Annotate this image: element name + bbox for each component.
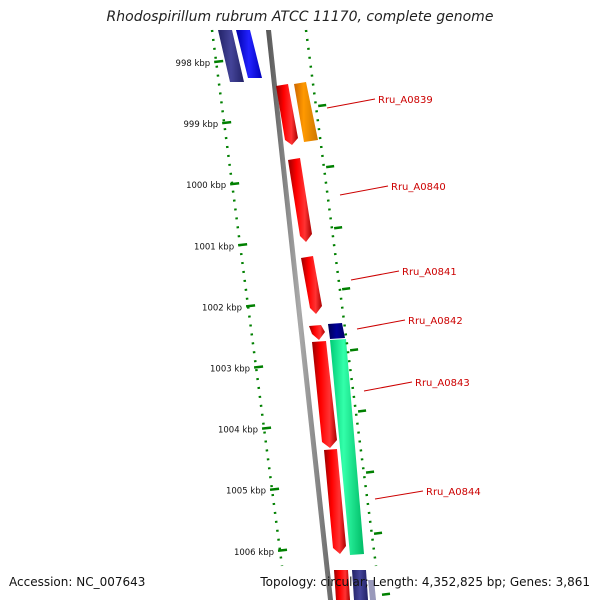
gene-Rru_A0841[interactable]: [301, 256, 322, 314]
scale-guide-right: [304, 29, 378, 567]
scale-tick-mark-right: [357, 409, 367, 413]
scale-tick-mark-right: [373, 531, 383, 535]
gene-Rru_A0843-partner[interactable]: [330, 339, 364, 555]
scale-tick-label: 1001 kbp: [194, 242, 234, 252]
gene-label[interactable]: Rru_A0839: [378, 95, 433, 106]
scale-tick-mark-right: [326, 164, 335, 169]
scale-tick-mark-right: [341, 287, 351, 291]
scale-ticks: 998 kbp 999 kbp 1000 kbp 1001 kbp 1002 kbp 10…: [176, 29, 391, 597]
scale-tick-mark: [277, 548, 288, 553]
scale-tick-label: 1004 kbp: [218, 426, 258, 436]
scale-tick-mark-right: [333, 225, 343, 230]
scale-tick-mark: [222, 120, 232, 125]
scale-tick-mark-right: [365, 470, 375, 474]
gene-Rru_A0839-partner[interactable]: [294, 82, 318, 142]
gene-Rru_A0839[interactable]: [276, 84, 298, 145]
gene-label[interactable]: Rru_A0841: [402, 267, 457, 278]
scale-tick-mark: [269, 487, 280, 491]
downstream-gene-navy: [352, 570, 368, 600]
genome-backbone: [266, 30, 333, 600]
scale-tick-mark-right: [381, 592, 391, 597]
gene-Rru_A0843[interactable]: [312, 341, 337, 448]
scale-tick-mark: [214, 59, 224, 64]
scale-tick-label: 999 kbp: [184, 120, 219, 130]
gene-Rru_A0842-partner[interactable]: [328, 323, 345, 339]
scale-tick-mark: [230, 181, 240, 186]
scale-tick-label: 998 kbp: [176, 59, 211, 69]
gene-Rru_A0840[interactable]: [288, 158, 312, 242]
scale-tick-label: 1002 kbp: [202, 303, 242, 313]
gene-label-leader: [363, 381, 413, 392]
scale-tick-mark-right: [318, 103, 327, 108]
upstream-gene-navy: [218, 30, 244, 82]
upstream-gene-blue: [236, 30, 262, 78]
downstream-gene-red: [334, 570, 350, 600]
scale-tick-mark: [253, 365, 264, 369]
scale-tick-label: 1000 kbp: [186, 181, 226, 191]
gene-labels: Rru_A0839 Rru_A0840 Rru_A0841 Rru_A0842 Rru_…: [326, 95, 481, 500]
gene-Rru_A0844[interactable]: [324, 449, 346, 554]
gene-label[interactable]: Rru_A0840: [391, 182, 446, 193]
genome-title: Rhodospirillum rubrum ATCC 11170, comple…: [106, 9, 494, 25]
downstream-gene-grey: [368, 580, 376, 600]
scale-tick-mark: [237, 243, 248, 247]
gene-label[interactable]: Rru_A0842: [408, 316, 463, 327]
gene-label-leader: [339, 185, 389, 196]
scale-tick-label: 1005 kbp: [226, 487, 266, 497]
scale-tick-label: 1006 kbp: [234, 548, 274, 558]
gene-Rru_A0842[interactable]: [309, 325, 325, 340]
scale-tick-label: 1003 kbp: [210, 365, 250, 375]
scale-tick-mark: [245, 304, 256, 308]
gene-label-leader: [326, 98, 376, 109]
gene-label-leader: [356, 319, 406, 330]
gene-label[interactable]: Rru_A0844: [426, 487, 481, 498]
scale-guide-left: [210, 29, 284, 567]
gene-label[interactable]: Rru_A0843: [415, 378, 470, 389]
gene-label-leader: [374, 490, 424, 500]
accession-text: Accession: NC_007643: [9, 575, 146, 589]
scale-tick-mark: [261, 426, 272, 430]
genome-summary-text: Topology: circular; Length: 4,352,825 bp…: [260, 575, 590, 589]
gene-label-leader: [350, 270, 400, 281]
scale-tick-mark-right: [349, 348, 359, 352]
